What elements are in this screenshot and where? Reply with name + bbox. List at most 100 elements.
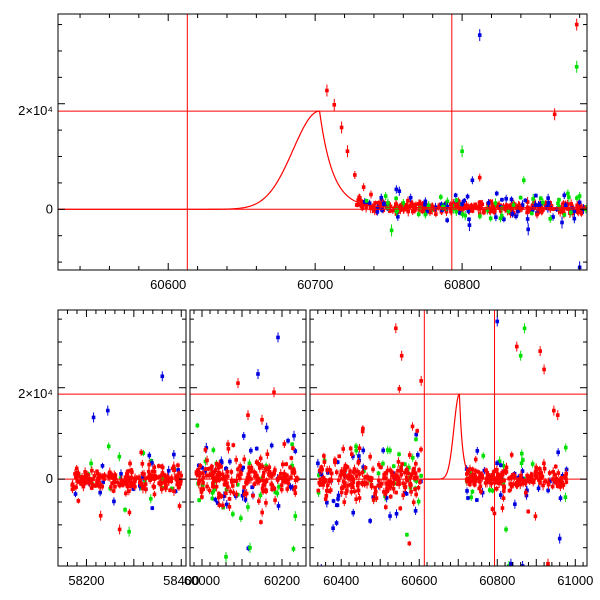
data-point <box>328 488 333 492</box>
data-point <box>547 471 552 475</box>
data-point <box>555 484 560 488</box>
data-point <box>109 485 113 489</box>
data-point <box>394 196 398 201</box>
data-point <box>397 189 402 193</box>
data-point <box>210 491 215 495</box>
data-point <box>387 486 391 490</box>
data-point <box>288 485 293 489</box>
data-point <box>501 496 506 501</box>
bottom-x-tick-label: 60600 <box>401 573 437 588</box>
data-point <box>457 211 462 215</box>
data-point <box>255 473 259 478</box>
data-point <box>355 469 360 474</box>
data-point <box>399 472 404 477</box>
data-point <box>382 202 386 206</box>
data-point <box>341 480 346 484</box>
data-point <box>490 488 495 493</box>
data-point <box>282 442 287 446</box>
data-point <box>204 467 208 471</box>
data-point <box>524 479 529 484</box>
data-point <box>535 212 539 217</box>
data-point <box>465 489 469 493</box>
data-point <box>502 489 506 493</box>
data-point <box>579 211 584 216</box>
data-point <box>209 472 213 476</box>
data-point <box>571 211 575 216</box>
data-point <box>218 472 223 477</box>
data-point <box>98 490 102 495</box>
data-point <box>149 497 153 501</box>
data-point <box>396 214 400 219</box>
data-point <box>232 479 237 484</box>
data-point <box>349 452 354 456</box>
data-point <box>391 481 396 486</box>
data-point <box>546 196 550 200</box>
data-point <box>478 214 482 218</box>
data-point <box>247 470 252 474</box>
data-point <box>75 470 79 475</box>
data-point <box>280 462 285 467</box>
data-point <box>143 487 148 492</box>
data-point <box>414 479 419 483</box>
data-point <box>205 473 209 478</box>
data-point <box>522 479 527 483</box>
data-point <box>334 521 339 525</box>
data-point <box>379 465 383 470</box>
data-point <box>333 458 337 462</box>
data-point <box>484 468 488 473</box>
data-point <box>361 465 366 469</box>
data-point <box>487 488 492 492</box>
data-point <box>82 475 87 480</box>
data-point <box>558 496 563 500</box>
data-point <box>273 468 277 472</box>
data-point <box>358 196 362 200</box>
data-point <box>551 215 555 219</box>
data-point <box>244 481 249 486</box>
data-point <box>133 484 137 489</box>
data-point <box>396 469 400 473</box>
data-point <box>290 442 294 447</box>
data-point <box>466 496 470 500</box>
data-point <box>439 195 443 199</box>
data-point <box>465 472 469 476</box>
data-point <box>416 485 421 490</box>
data-point <box>179 473 184 478</box>
data-point <box>293 485 298 489</box>
data-point <box>200 495 204 499</box>
data-point <box>84 473 88 478</box>
data-point <box>164 486 168 491</box>
data-point <box>517 204 522 209</box>
data-point <box>495 472 500 477</box>
data-point <box>386 201 390 205</box>
data-point <box>129 476 133 480</box>
data-point <box>348 482 353 487</box>
data-point <box>317 473 321 477</box>
data-point <box>334 470 339 475</box>
data-point <box>467 479 471 484</box>
data-point <box>417 201 421 206</box>
data-point <box>372 209 377 213</box>
data-point <box>466 469 470 473</box>
data-point <box>316 461 320 466</box>
data-point <box>176 463 180 468</box>
data-point <box>377 462 381 467</box>
data-point <box>566 191 570 196</box>
data-point <box>129 481 133 486</box>
data-point <box>98 473 102 477</box>
bottom-x-tick-label: 60800 <box>479 573 515 588</box>
data-point <box>462 203 466 207</box>
data-point <box>529 472 534 477</box>
data-point <box>207 488 212 493</box>
data-point <box>318 468 322 473</box>
data-point <box>551 470 555 474</box>
data-point <box>176 468 180 472</box>
data-point <box>394 209 399 214</box>
data-point <box>166 468 171 473</box>
data-point <box>509 453 514 457</box>
data-point <box>486 473 491 477</box>
data-point <box>152 465 157 469</box>
data-point <box>521 481 525 486</box>
data-point <box>371 498 376 502</box>
data-point <box>380 481 384 486</box>
data-point <box>475 449 480 453</box>
